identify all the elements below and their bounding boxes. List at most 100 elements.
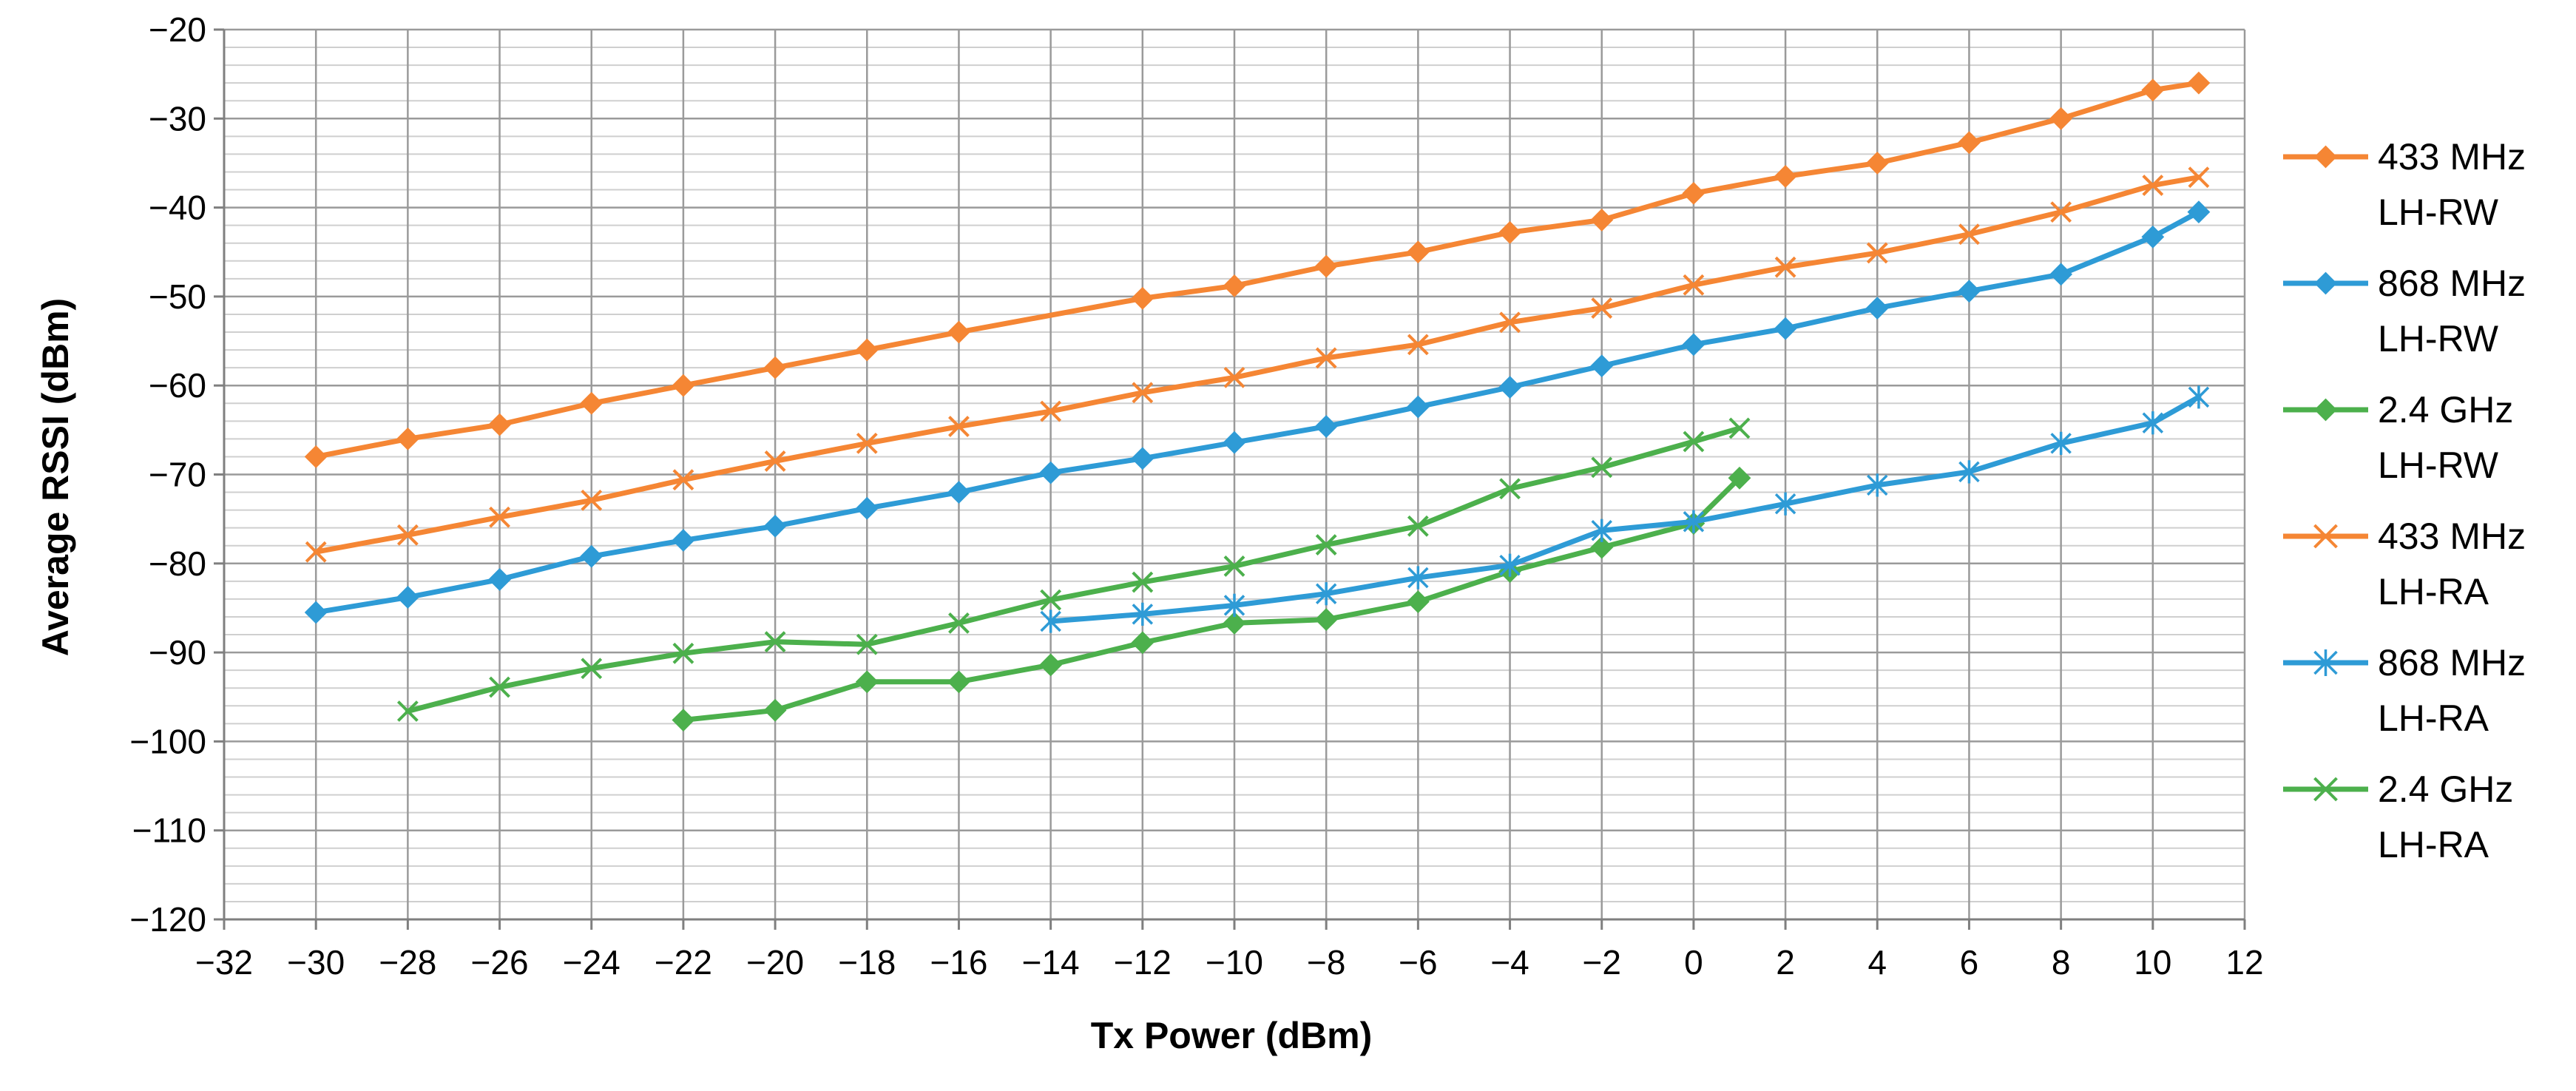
x-marker [2142, 175, 2164, 196]
diamond-marker [855, 338, 879, 362]
x-marker-stroke [305, 541, 327, 563]
x-marker-stroke [1728, 417, 1751, 439]
x-marker-stroke [396, 524, 419, 546]
diamond-marker [1774, 165, 1797, 188]
diamond-marker [488, 568, 511, 591]
x-marker [856, 432, 878, 454]
x-marker [1499, 478, 1521, 500]
diamond-marker [580, 544, 604, 568]
y-tick-label: −80 [149, 544, 206, 583]
diamond-marker [1314, 254, 1338, 278]
diamond-marker [396, 586, 419, 609]
diamond-marker [947, 320, 970, 344]
diamond-marker [1774, 317, 1797, 340]
x-marker [1040, 589, 1062, 611]
series-line [405, 425, 1742, 714]
diamond-marker [1406, 590, 1430, 613]
series-2 [304, 200, 2211, 624]
x-tick-label: −12 [1114, 943, 1172, 982]
x-marker-stroke [948, 612, 970, 634]
x-marker [1407, 515, 1429, 537]
x-marker-stroke [1040, 400, 1062, 422]
diamond-marker [1498, 220, 1521, 244]
x-marker-stroke [2188, 166, 2210, 189]
legend-label: LH-RA [2378, 571, 2489, 612]
diamond-marker [1958, 131, 1981, 155]
y-tick-label: −30 [149, 99, 206, 138]
asterisk-marker [1223, 593, 1245, 617]
diamond-marker [763, 514, 787, 538]
x-marker [396, 524, 419, 546]
y-axis-title: Average RSSI (dBm) [35, 298, 76, 656]
x-marker-stroke [856, 633, 878, 655]
x-marker [2313, 524, 2338, 549]
x-tick-label: −6 [1399, 943, 1437, 982]
x-tick-label: −18 [838, 943, 896, 982]
x-marker [1315, 347, 1337, 369]
asterisk-marker [1315, 582, 1337, 606]
x-marker-stroke [489, 506, 510, 528]
y-tick-label: −40 [149, 189, 206, 227]
legend-label: 433 MHz [2378, 516, 2526, 557]
x-marker-stroke [672, 469, 694, 491]
x-marker [489, 676, 510, 698]
x-marker [1499, 311, 1521, 334]
diamond-marker [855, 496, 879, 520]
diamond-marker [580, 391, 604, 415]
x-axis-title: Tx Power (dBm) [1091, 1015, 1373, 1056]
legend-label: LH-RA [2378, 824, 2489, 865]
x-marker [672, 642, 694, 664]
x-marker [1132, 382, 1154, 404]
x-marker-stroke [2313, 524, 2338, 549]
asterisk-marker [1132, 602, 1154, 626]
legend-item: 868 MHz LH-RW [2283, 263, 2526, 359]
diamond-marker [488, 413, 511, 436]
legend-item: 868 MHz LH-RA [2283, 642, 2526, 739]
x-marker [1223, 366, 1245, 388]
diamond-marker [1682, 181, 1705, 205]
x-tick-label: −32 [195, 943, 253, 982]
x-marker [948, 416, 970, 437]
diamond-marker [855, 670, 879, 694]
diamond-marker [1314, 415, 1338, 438]
diamond-marker [2141, 78, 2165, 102]
x-marker-stroke [1315, 347, 1337, 369]
asterisk-marker [2050, 431, 2072, 455]
diamond-marker [2314, 271, 2337, 295]
y-tick-label: −110 [132, 811, 206, 850]
x-marker-stroke [1223, 555, 1245, 577]
legend-label: LH-RA [2378, 698, 2489, 739]
diamond-marker [2187, 71, 2211, 95]
x-marker [1774, 256, 1796, 278]
x-tick-label: −8 [1307, 943, 1345, 982]
diamond-marker [304, 445, 328, 468]
legend-label: 2.4 GHz [2378, 769, 2513, 810]
diamond-marker [1406, 240, 1430, 264]
series-3 [672, 466, 1751, 732]
diamond-marker [2049, 107, 2073, 130]
diamond-marker [2314, 398, 2337, 422]
asterisk-marker [1683, 510, 1705, 533]
x-marker [2313, 777, 2338, 802]
y-tick-label: −20 [149, 10, 206, 49]
x-marker-stroke [581, 489, 603, 511]
diamond-marker [2141, 225, 2165, 249]
x-marker [1683, 430, 1705, 453]
x-marker-stroke [1132, 382, 1154, 404]
x-tick-label: −30 [287, 943, 345, 982]
series-line [313, 175, 2202, 555]
x-marker [856, 633, 878, 655]
series-1 [304, 71, 2211, 468]
x-marker [1223, 555, 1245, 577]
y-tick-label: −100 [129, 722, 206, 760]
diamond-marker [1590, 354, 1614, 378]
x-marker [764, 631, 786, 653]
x-marker [1958, 223, 1980, 246]
diamond-marker [1406, 395, 1430, 419]
series-line [1048, 394, 2202, 624]
asterisk-marker [2188, 385, 2210, 409]
diamond-marker [1314, 608, 1338, 632]
x-tick-label: 2 [1776, 943, 1795, 982]
x-marker-stroke [396, 700, 419, 722]
